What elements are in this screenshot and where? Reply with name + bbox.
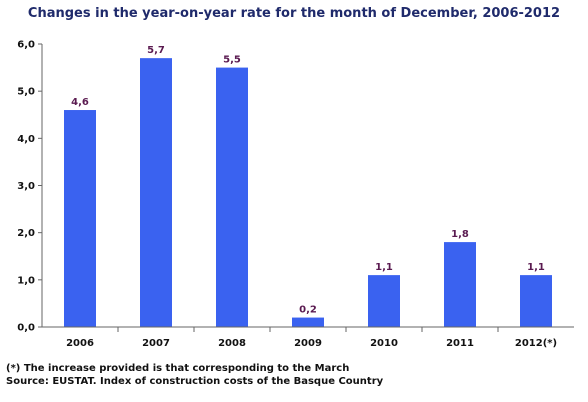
chart-title: Changes in the year-on-year rate for the…: [27, 6, 561, 21]
x-axis: 2006 2007 2008 2009 2010 2011 2012(*): [66, 327, 557, 349]
x-tick-label: 2009: [294, 338, 322, 349]
bar: [64, 110, 96, 328]
y-tick-label: 1,0: [17, 275, 35, 286]
value-labels: 4,6 5,7 5,5 0,2 1,1 1,8 1,1: [71, 45, 545, 315]
bar: [292, 317, 324, 327]
x-tick-label: 2007: [142, 338, 170, 349]
x-tick-label: 2006: [66, 338, 94, 349]
x-tick-label: 2011: [446, 338, 474, 349]
data-label: 5,5: [223, 55, 241, 66]
data-label: 1,1: [527, 262, 545, 273]
x-tick-label: 2008: [218, 338, 246, 349]
footnote: (*) The increase provided is that corres…: [6, 363, 350, 374]
source-note: Source: EUSTAT. Index of construction co…: [6, 376, 384, 387]
bar: [368, 275, 400, 327]
bar: [216, 67, 248, 327]
y-tick-label: 6,0: [17, 40, 35, 51]
data-label: 5,7: [147, 45, 165, 56]
y-tick-label: 0,0: [17, 323, 35, 334]
y-axis: 0,0 1,0 2,0 3,0 4,0 5,0 6,0: [17, 40, 42, 334]
y-tick-label: 2,0: [17, 228, 35, 239]
data-label: 1,1: [375, 262, 393, 273]
bar: [520, 275, 552, 327]
data-label: 4,6: [71, 97, 89, 108]
bar: [444, 242, 476, 327]
x-tick-label: 2010: [370, 338, 398, 349]
x-tick-label: 2012(*): [515, 338, 557, 349]
data-label: 0,2: [299, 305, 317, 316]
y-tick-label: 5,0: [17, 87, 35, 98]
y-tick-label: 4,0: [17, 134, 35, 145]
data-label: 1,8: [451, 229, 469, 240]
y-tick-label: 3,0: [17, 181, 35, 192]
bars: [64, 58, 552, 328]
bar: [140, 58, 172, 328]
